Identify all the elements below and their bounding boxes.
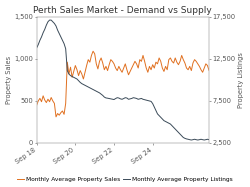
Monthly Average Property Sales bbox=[188, 65, 191, 68]
Monthly Average Property Sales bbox=[162, 70, 166, 73]
Monthly Average Property Sales bbox=[193, 59, 196, 61]
Monthly Average Property Listings bbox=[150, 100, 152, 102]
Monthly Average Property Sales bbox=[101, 62, 104, 64]
Line: Monthly Average Property Sales: Monthly Average Property Sales bbox=[37, 51, 222, 117]
Line: Monthly Average Property Listings: Monthly Average Property Listings bbox=[37, 20, 222, 140]
Monthly Average Property Listings bbox=[209, 139, 212, 141]
Y-axis label: Property Sales: Property Sales bbox=[6, 56, 12, 104]
Legend: Monthly Average Property Sales, Monthly Average Property Listings: Monthly Average Property Sales, Monthly … bbox=[15, 174, 235, 184]
Monthly Average Property Sales bbox=[35, 104, 38, 106]
Monthly Average Property Listings bbox=[100, 93, 102, 95]
Monthly Average Property Sales bbox=[151, 64, 154, 66]
Monthly Average Property Sales bbox=[92, 50, 94, 52]
Title: Perth Sales Market - Demand vs Supply: Perth Sales Market - Demand vs Supply bbox=[34, 6, 212, 15]
Monthly Average Property Sales bbox=[220, 64, 224, 67]
Monthly Average Property Listings bbox=[48, 19, 51, 21]
Monthly Average Property Listings bbox=[190, 139, 193, 141]
Monthly Average Property Listings bbox=[186, 138, 190, 140]
Monthly Average Property Sales bbox=[54, 116, 58, 118]
Monthly Average Property Listings bbox=[161, 118, 164, 120]
Monthly Average Property Sales bbox=[209, 66, 212, 68]
Monthly Average Property Listings bbox=[193, 138, 196, 140]
Y-axis label: Property Listings: Property Listings bbox=[238, 52, 244, 108]
Monthly Average Property Listings bbox=[220, 139, 224, 141]
Monthly Average Property Listings bbox=[35, 47, 38, 49]
